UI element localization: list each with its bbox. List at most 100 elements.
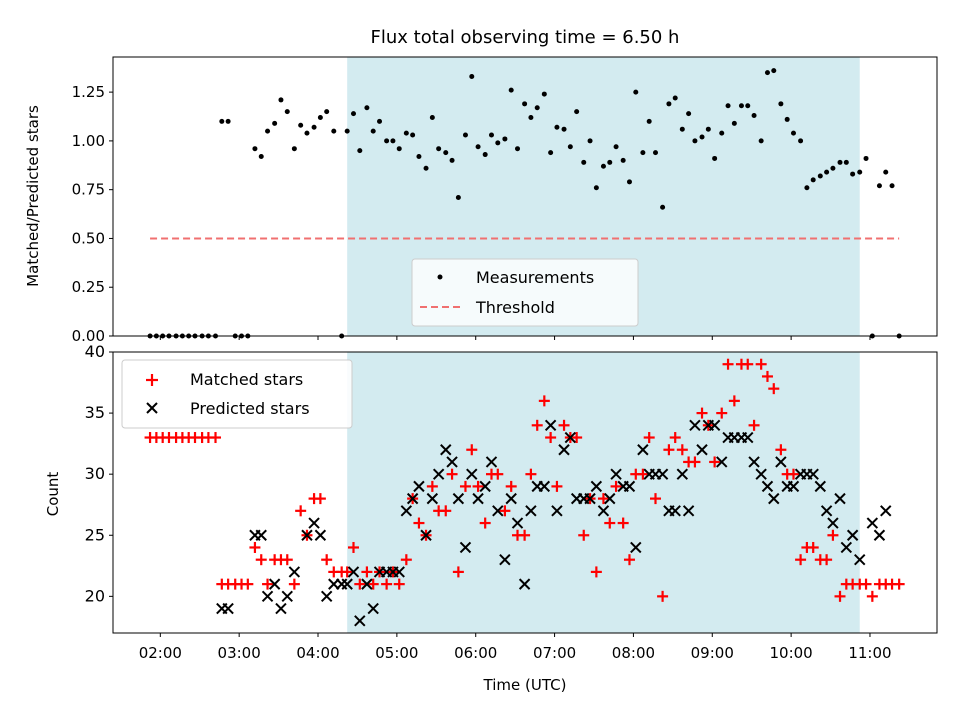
matched-star-point: [558, 419, 570, 431]
measurement-point: [265, 128, 271, 134]
predicted-star-point: [708, 419, 721, 432]
matched-star-point: [623, 554, 635, 566]
predicted-star-point: [551, 505, 563, 517]
ratio-x-ticks: [159, 336, 871, 340]
predicted-star-point: [748, 456, 760, 468]
x-tick-label: 02:00: [139, 644, 182, 662]
measurement-point: [534, 105, 540, 111]
matched-star-point: [519, 529, 531, 541]
measurement-point: [377, 118, 383, 124]
count-plot-frame: [112, 351, 938, 634]
matched-star-point: [676, 444, 688, 456]
predicted-star-point: [341, 578, 353, 590]
matched-star-point: [807, 541, 819, 553]
matched-star-point: [866, 590, 878, 602]
ratio-legend: Measurements Threshold: [411, 258, 639, 327]
measurement-point: [396, 146, 402, 152]
predicted-star-point: [656, 468, 669, 480]
measurement-point: [488, 132, 494, 138]
matched-star-point: [426, 480, 438, 492]
measurement-point: [843, 159, 849, 165]
matched-star-point: [400, 554, 412, 566]
measurement-point: [725, 103, 731, 109]
y-tick-label: 25: [85, 525, 105, 544]
measurement-point: [291, 146, 297, 152]
predicted-star-point: [275, 602, 287, 615]
measurement-point: [771, 68, 777, 74]
measurement-point: [731, 120, 737, 126]
measurement-point: [626, 179, 632, 185]
measurement-point: [738, 103, 744, 109]
measurement-point: [508, 87, 514, 93]
predicted-star-point: [511, 517, 524, 529]
predicted-star-point: [866, 517, 879, 529]
y-tick-label: 1.25: [72, 83, 105, 101]
matched-star-point: [472, 480, 484, 492]
predicted-star-point: [807, 468, 819, 480]
count-plot: 20 25 30 35 40 02:00 03:00 04:00 05:00 06:00 07:0…: [44, 342, 938, 694]
matched-star-point: [347, 541, 359, 553]
predicted-star-point: [361, 578, 373, 590]
predicted-star-point: [597, 505, 610, 517]
measurement-point: [686, 111, 692, 117]
count-y-ticks: 20 25 30 35 40: [85, 342, 113, 605]
measurement-point: [252, 146, 258, 152]
matched-star-point: [545, 432, 557, 444]
matched-star-point: [452, 566, 464, 578]
measurement-point: [449, 157, 455, 163]
x-tick-label: 07:00: [533, 644, 576, 662]
predicted-star-point: [755, 468, 767, 480]
matched-star-point: [341, 566, 353, 578]
predicted-star-point: [820, 505, 833, 517]
matched-star-point: [716, 407, 728, 419]
x-tick-label: 05:00: [375, 644, 418, 662]
predicted-star-point: [518, 578, 531, 590]
matched-star-point: [709, 456, 721, 468]
predicted-star-point: [308, 517, 320, 529]
matched-star-point: [578, 529, 590, 541]
measurement-point: [830, 165, 836, 171]
measurement-point: [764, 70, 770, 76]
measurement-point: [443, 150, 449, 156]
predicted-stars-legend-marker: [146, 402, 158, 414]
x-tick-label: 03:00: [218, 644, 261, 662]
measurement-point: [219, 118, 225, 124]
predicted-star-point: [261, 590, 274, 603]
measurement-point: [857, 169, 863, 175]
predicted-star-point: [689, 419, 701, 432]
predicted-star-point: [623, 480, 636, 493]
matched-star-point: [689, 456, 701, 468]
y-tick-label: 0.75: [72, 181, 105, 199]
matched-star-point: [361, 566, 373, 578]
measurement-point: [528, 114, 534, 120]
measurement-point: [581, 159, 587, 165]
matched-star-point: [571, 432, 583, 444]
predicted-star-point: [840, 541, 853, 554]
measurement-point: [679, 126, 685, 132]
measurement-point: [633, 89, 639, 95]
matched-star-point: [827, 529, 839, 541]
matched-star-point: [479, 517, 491, 529]
predicted-star-point: [459, 541, 472, 554]
matched-star-point: [728, 395, 740, 407]
matched-star-point: [657, 590, 669, 602]
predicted-star-point: [873, 529, 886, 541]
matched-star-point: [525, 468, 537, 480]
matched-star-point: [499, 505, 511, 517]
matched-star-point: [722, 358, 734, 370]
measurement-point: [790, 130, 796, 136]
x-tick-label: 10:00: [770, 644, 813, 662]
ratio-legend-box: [411, 258, 639, 327]
predicted-star-point: [288, 566, 301, 578]
ratio-y-ticks: 0.00 0.25 0.50 0.75 1.00 1.25: [72, 83, 113, 345]
count-legend-box: [121, 359, 353, 429]
measurement-point: [751, 113, 757, 119]
measurement-point: [719, 130, 725, 136]
measurement-point: [482, 152, 488, 158]
matched-star-point: [446, 468, 458, 480]
measurement-point: [384, 138, 390, 144]
predicted-star-point: [452, 492, 465, 505]
measurement-point: [324, 109, 330, 115]
y-tick-label: 0.50: [72, 229, 105, 247]
measurement-point: [883, 169, 889, 175]
